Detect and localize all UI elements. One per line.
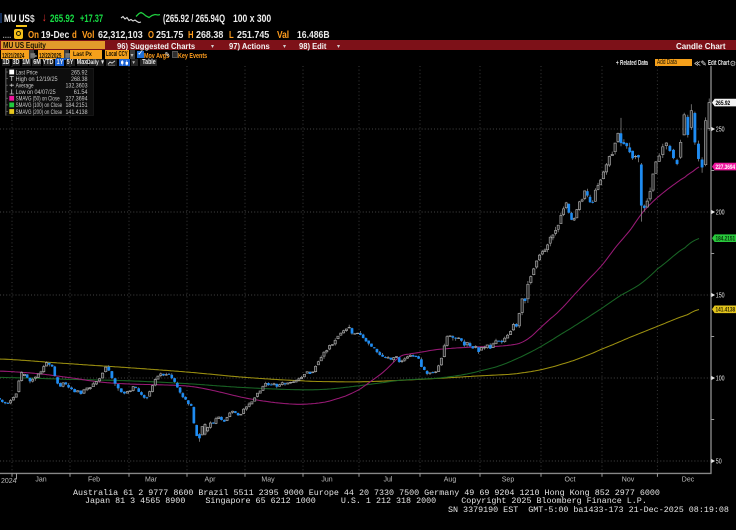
svg-text:SMAVG (100) on Close: SMAVG (100) on Close bbox=[16, 102, 63, 109]
svg-text:227.3694: 227.3694 bbox=[716, 164, 736, 171]
svg-text:2024: 2024 bbox=[1, 478, 17, 485]
svg-text:Nov: Nov bbox=[622, 477, 635, 484]
svg-text:SMAVG (50) on Close: SMAVG (50) on Close bbox=[16, 96, 60, 103]
svg-text:High on 12/19/25: High on 12/19/25 bbox=[16, 76, 58, 83]
svg-text:Jul: Jul bbox=[384, 477, 393, 484]
svg-text:265.92: 265.92 bbox=[716, 100, 731, 107]
svg-text:Jan: Jan bbox=[35, 477, 46, 484]
svg-text:200: 200 bbox=[716, 210, 725, 217]
svg-text:Jun: Jun bbox=[321, 477, 332, 484]
svg-text:50: 50 bbox=[716, 459, 722, 466]
svg-text:184.2151: 184.2151 bbox=[716, 236, 736, 243]
svg-text:268.38: 268.38 bbox=[71, 76, 88, 83]
svg-text:Apr: Apr bbox=[205, 477, 217, 484]
svg-text:141.4138: 141.4138 bbox=[66, 109, 88, 116]
svg-text:May: May bbox=[261, 477, 275, 484]
svg-text:141.4138: 141.4138 bbox=[716, 307, 736, 314]
svg-text:Aug: Aug bbox=[444, 477, 457, 484]
svg-text:150: 150 bbox=[716, 293, 725, 300]
svg-text:184.2151: 184.2151 bbox=[66, 102, 88, 109]
svg-text:227.3694: 227.3694 bbox=[66, 96, 88, 103]
svg-text:Last Price: Last Price bbox=[16, 69, 38, 76]
svg-text:61.54: 61.54 bbox=[74, 89, 88, 96]
svg-text:Oct: Oct bbox=[565, 477, 576, 484]
svg-text:Average: Average bbox=[16, 83, 34, 90]
svg-text:Feb: Feb bbox=[88, 477, 100, 484]
svg-text:132.3603: 132.3603 bbox=[66, 83, 88, 90]
svg-text:Sep: Sep bbox=[502, 477, 515, 484]
svg-text:Dec: Dec bbox=[682, 477, 695, 484]
svg-text:265.92: 265.92 bbox=[71, 69, 88, 76]
svg-text:Mar: Mar bbox=[145, 477, 158, 484]
svg-text:100: 100 bbox=[716, 376, 725, 383]
svg-text:SMAVG (200) on Close: SMAVG (200) on Close bbox=[16, 109, 63, 116]
svg-text:250: 250 bbox=[716, 127, 725, 134]
svg-text:Low on 04/07/25: Low on 04/07/25 bbox=[16, 89, 56, 96]
